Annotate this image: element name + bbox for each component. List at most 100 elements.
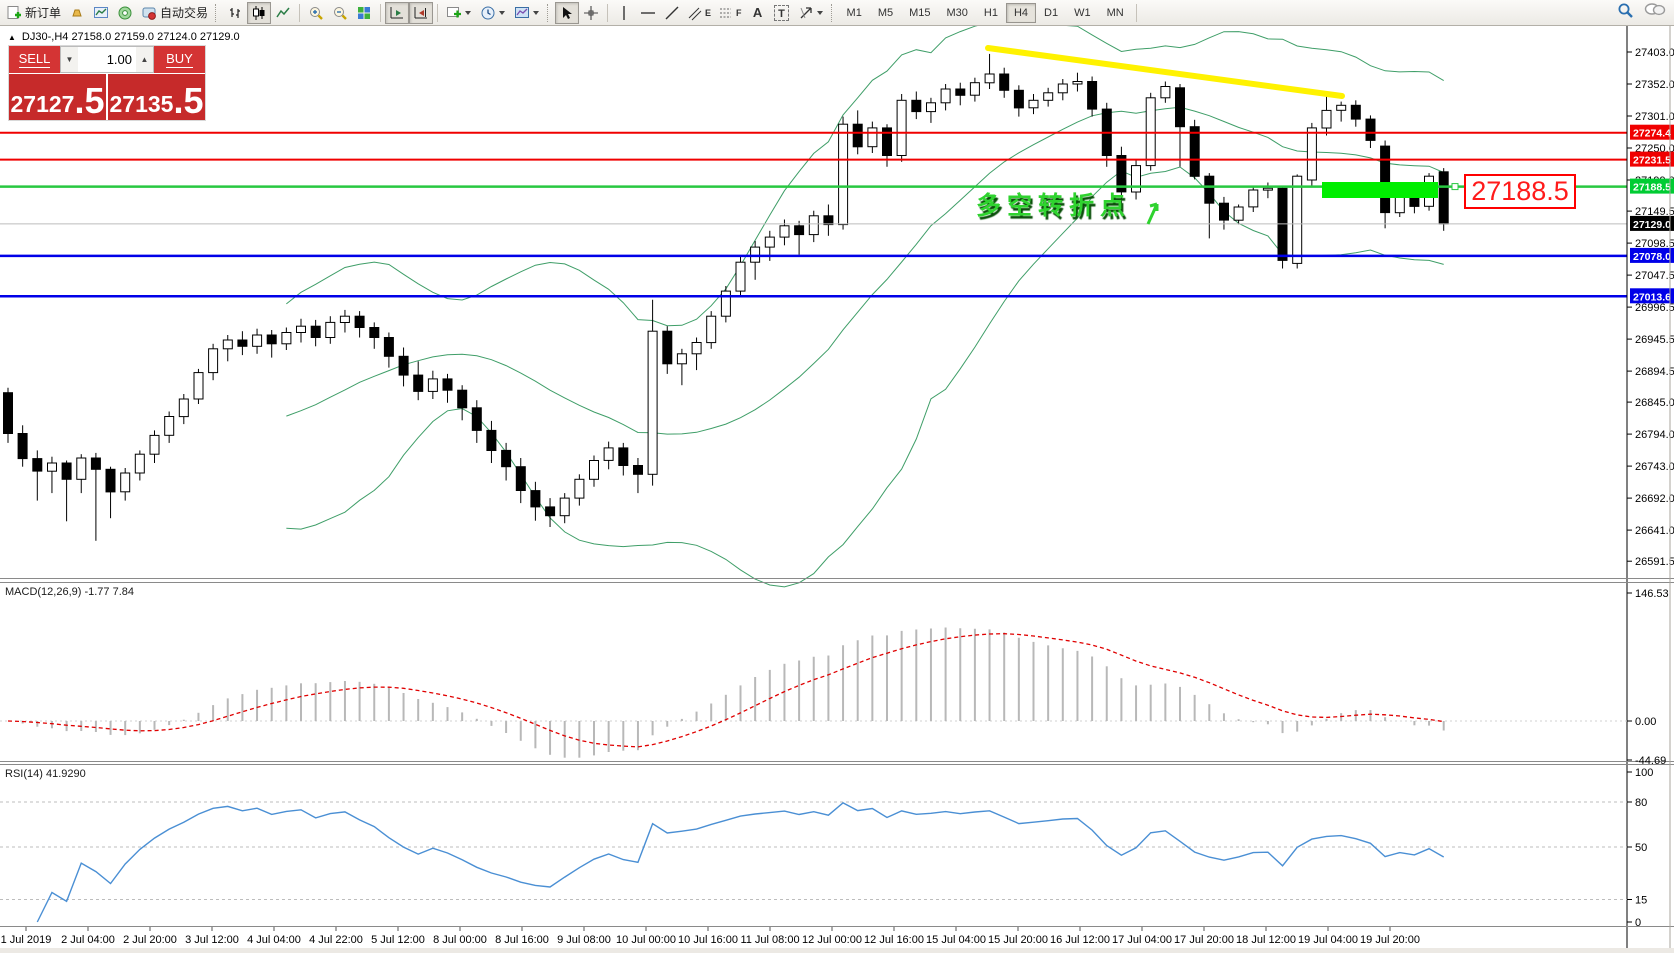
price-badge — [1630, 247, 1674, 263]
candle-body — [134, 453, 145, 474]
buy-price[interactable]: 27135.5 — [108, 74, 205, 120]
search-icon[interactable] — [1617, 2, 1634, 24]
tf-h1-button[interactable]: H1 — [983, 6, 998, 19]
candle-body — [720, 290, 731, 317]
label-tool-button[interactable]: T — [770, 2, 794, 24]
candle-body — [691, 342, 702, 355]
buy-button[interactable]: BUY — [154, 46, 205, 73]
clock-icon — [480, 5, 496, 21]
candlestick-icon — [251, 5, 267, 21]
buy-price-frac: .5 — [173, 80, 204, 121]
crosshair-tool-button[interactable] — [579, 2, 603, 24]
candlestick-type-button[interactable] — [247, 1, 272, 24]
text-tool-button[interactable]: A — [746, 2, 770, 24]
tf-m30-button[interactable]: M30 — [946, 6, 968, 19]
candle-body — [252, 334, 263, 347]
candle-body — [882, 127, 892, 157]
price-tick-label: 26743.0 — [1635, 461, 1674, 473]
candle-body — [1204, 175, 1215, 204]
candle-body — [486, 429, 497, 451]
rsi-tick-label: 80 — [1635, 797, 1647, 809]
charts-button[interactable] — [89, 2, 113, 24]
candle-body — [559, 497, 570, 517]
tf-h4-button[interactable]: H4 — [1005, 2, 1037, 23]
candle-body — [193, 372, 204, 400]
chat-icon[interactable] — [1644, 2, 1666, 23]
sell-button[interactable]: SELL — [9, 46, 60, 73]
collapse-icon[interactable]: ▲ — [8, 33, 16, 42]
price-annotation-box[interactable]: 27188.5 — [1464, 174, 1576, 209]
bollinger-middle — [286, 106, 1444, 435]
zoom-out-button[interactable] — [328, 2, 352, 24]
sell-price-main: 27127 — [10, 91, 75, 117]
cursor-tool-button[interactable] — [555, 1, 580, 24]
candle-body — [1438, 171, 1449, 225]
candle-body — [1306, 127, 1317, 181]
auto-scroll-icon — [389, 5, 405, 21]
rsi-tick-label: 50 — [1635, 842, 1647, 854]
candle-body — [1248, 189, 1259, 208]
candle-body — [662, 330, 673, 365]
line-chart-type-button[interactable] — [271, 2, 295, 24]
indicators-button[interactable] — [442, 2, 476, 24]
channel-icon — [688, 5, 702, 21]
candle-body — [955, 88, 966, 96]
vertical-line-tool-button[interactable] — [612, 2, 636, 24]
candle-body — [603, 447, 614, 461]
new-order-button[interactable]: 新订单 — [2, 2, 65, 24]
green-bar-object[interactable] — [1322, 182, 1438, 198]
market-watch-button[interactable] — [65, 2, 89, 24]
signals-button[interactable] — [113, 2, 137, 24]
turning-point-note[interactable]: 多空转折点 — [976, 192, 1132, 220]
candle-body — [1131, 165, 1141, 193]
horizontal-line-tool-button[interactable] — [636, 2, 660, 24]
tf-m5-button[interactable]: M5 — [877, 6, 894, 19]
auto-trading-button[interactable]: 自动交易 — [137, 2, 212, 24]
price-badge-label: 27188.5 — [1633, 182, 1671, 194]
trendline-object[interactable] — [985, 45, 1345, 99]
auto-scroll-button[interactable] — [385, 1, 410, 24]
rsi-tick-label: 0 — [1635, 917, 1641, 929]
volume-stepper: ▼ ▲ — [60, 46, 154, 73]
candle-body — [735, 261, 746, 292]
price-badge — [1630, 124, 1674, 140]
green-arrow-mark[interactable] — [1146, 202, 1159, 225]
candle-body — [1189, 126, 1200, 177]
channel-tool-button[interactable]: E — [684, 2, 715, 24]
macd-signal-line — [7, 633, 1444, 748]
volume-input[interactable] — [78, 47, 136, 72]
fibonacci-icon — [719, 5, 733, 21]
periods-button[interactable] — [476, 2, 510, 24]
tf-m1-button[interactable]: M1 — [846, 6, 862, 19]
candle-body — [105, 468, 116, 493]
templates-button[interactable] — [510, 2, 544, 24]
date-label: 8 Jul 00:00 — [433, 934, 487, 946]
candle-body — [852, 123, 863, 148]
price-badge-label: 27013.6 — [1633, 291, 1671, 303]
arrows-tool-button[interactable] — [794, 2, 828, 24]
candle-body — [1336, 104, 1347, 111]
bollinger-upper — [286, 21, 1444, 327]
bar-chart-type-button[interactable] — [223, 2, 247, 24]
candle-body — [1175, 87, 1185, 128]
macd-tick-label: -44.69 — [1635, 755, 1666, 767]
window-bottom-strip — [0, 948, 1674, 953]
tf-mn-button[interactable]: MN — [1106, 6, 1124, 19]
volume-increase-button[interactable]: ▲ — [136, 47, 153, 72]
sell-price[interactable]: 27127.5 — [9, 74, 106, 120]
candle-body — [545, 506, 556, 517]
trendline-tool-button[interactable] — [660, 2, 684, 24]
candle-body — [1262, 187, 1273, 191]
tf-m15-button[interactable]: M15 — [909, 6, 931, 19]
tf-d1-button[interactable]: D1 — [1044, 6, 1059, 19]
chart-shift-button[interactable] — [409, 1, 434, 24]
candle-body — [266, 334, 277, 345]
fibonacci-tool-button[interactable]: F — [715, 2, 746, 24]
candle-body — [17, 433, 28, 460]
tile-windows-button[interactable] — [352, 2, 376, 24]
zoom-in-button[interactable] — [304, 2, 328, 24]
volume-decrease-button[interactable]: ▼ — [61, 47, 78, 72]
tf-w1-button[interactable]: W1 — [1074, 6, 1091, 19]
